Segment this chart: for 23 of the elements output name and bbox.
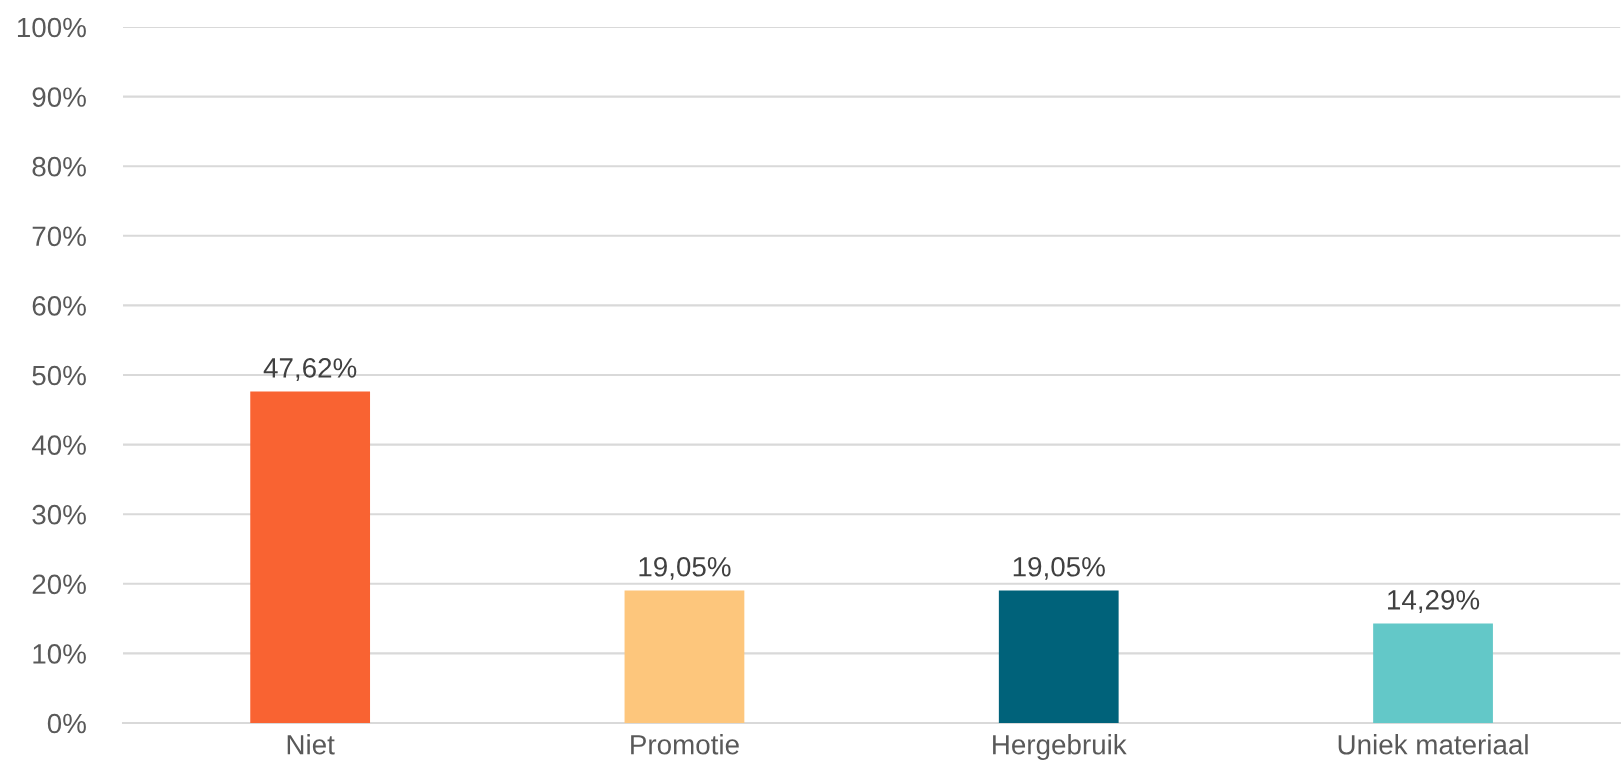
y-tick-label: 30%	[32, 504, 86, 525]
y-tick-label: 10%	[33, 644, 86, 664]
x-tick-label: Niet	[287, 734, 335, 755]
y-tick-label: 0%	[47, 713, 86, 734]
y-tick-label: 100%	[17, 17, 86, 38]
y-tick-label: 50%	[32, 365, 86, 386]
y-tick-label: 80%	[32, 156, 86, 177]
y-tick-label: 20%	[32, 574, 86, 595]
data-label: 19,05%	[1013, 556, 1105, 580]
bar	[998, 590, 1119, 723]
y-tick-label: 40%	[31, 435, 86, 455]
x-tick-label: Hergebruik	[993, 734, 1127, 761]
y-tick-label: 90%	[32, 87, 86, 107]
bar	[624, 590, 745, 723]
y-tick-label: 60%	[32, 296, 86, 316]
y-tick-label: 70%	[32, 226, 86, 247]
bar	[1373, 623, 1493, 723]
bar	[250, 391, 371, 723]
data-label: 14,29%	[1388, 590, 1480, 613]
x-tick-label: Promotie	[631, 734, 739, 755]
x-tick-label: Uniek materiaal	[1338, 734, 1528, 755]
data-label: 19,05%	[639, 556, 731, 580]
data-label: 47,62%	[263, 358, 357, 382]
